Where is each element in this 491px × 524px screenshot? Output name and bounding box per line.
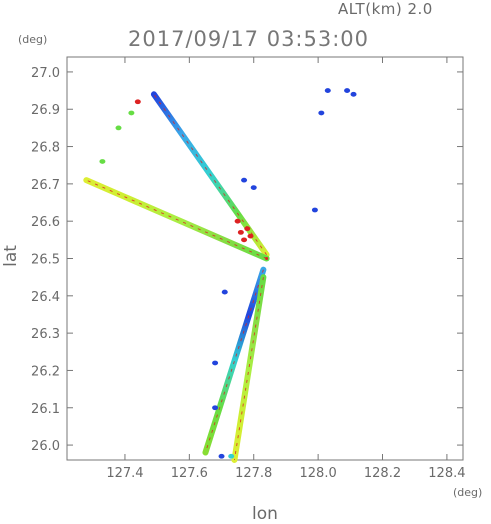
echo-point — [221, 289, 228, 295]
datetime-label: 2017/09/17 03:53:00 — [128, 27, 370, 51]
echo-point — [350, 91, 357, 97]
echo-point — [318, 110, 325, 116]
echo-points — [99, 88, 357, 459]
radar-beams — [83, 91, 270, 463]
x-tick-label: 127.4 — [106, 466, 143, 481]
x-tick-label: 127.8 — [235, 466, 272, 481]
echo-point — [244, 226, 251, 232]
echo-point — [218, 453, 225, 459]
radar-beam-core — [233, 277, 264, 461]
y-tick-label: 26.2 — [31, 364, 60, 379]
y-tick-label: 26.8 — [31, 141, 60, 156]
y-tick-label: 26.4 — [31, 290, 60, 305]
echo-point — [237, 229, 244, 235]
echo-point — [250, 185, 257, 191]
echo-point — [115, 125, 122, 131]
altitude-label: ALT(km) 2.0 — [338, 0, 433, 18]
radar-origin — [265, 257, 269, 260]
echo-point — [311, 207, 318, 213]
echo-point — [134, 99, 141, 105]
radar-beam-core — [86, 179, 267, 259]
x-unit-label: (deg) — [453, 486, 483, 499]
y-unit-label: (deg) — [18, 33, 48, 46]
echo-point — [241, 177, 248, 183]
y-tick-label: 26.9 — [31, 103, 60, 118]
y-ticks: 26.0 26.1 26.2 26.3 26.4 26.5 26.6 26.7 26.8 26.9… — [31, 66, 463, 454]
echo-point — [212, 405, 219, 411]
echo-point — [99, 159, 106, 164]
y-tick-label: 26.5 — [31, 253, 60, 268]
radar-beam — [202, 266, 267, 456]
echo-point — [241, 237, 248, 243]
echo-point — [228, 453, 235, 459]
y-tick-label: 27.0 — [31, 66, 60, 81]
y-tick-label: 26.1 — [31, 402, 60, 417]
echo-point — [128, 110, 135, 116]
echo-point — [212, 360, 219, 366]
y-tick-label: 26.6 — [31, 215, 60, 230]
x-tick-label: 128.2 — [364, 466, 401, 481]
x-tick-label: 127.6 — [171, 466, 208, 481]
x-tick-label: 128.0 — [300, 466, 337, 481]
x-ticks: 127.4 127.6 127.8 128.0 128.2 128.4 — [106, 57, 466, 481]
echo-point — [247, 233, 254, 239]
echo-point — [344, 88, 351, 93]
x-tick-label: 128.4 — [428, 466, 465, 481]
y-tick-label: 26.7 — [31, 178, 60, 193]
y-tick-label: 26.3 — [31, 327, 60, 342]
x-axis-label: lon — [252, 504, 278, 524]
echo-point — [234, 218, 241, 224]
echo-point — [324, 88, 331, 93]
y-tick-label: 26.0 — [31, 439, 60, 454]
